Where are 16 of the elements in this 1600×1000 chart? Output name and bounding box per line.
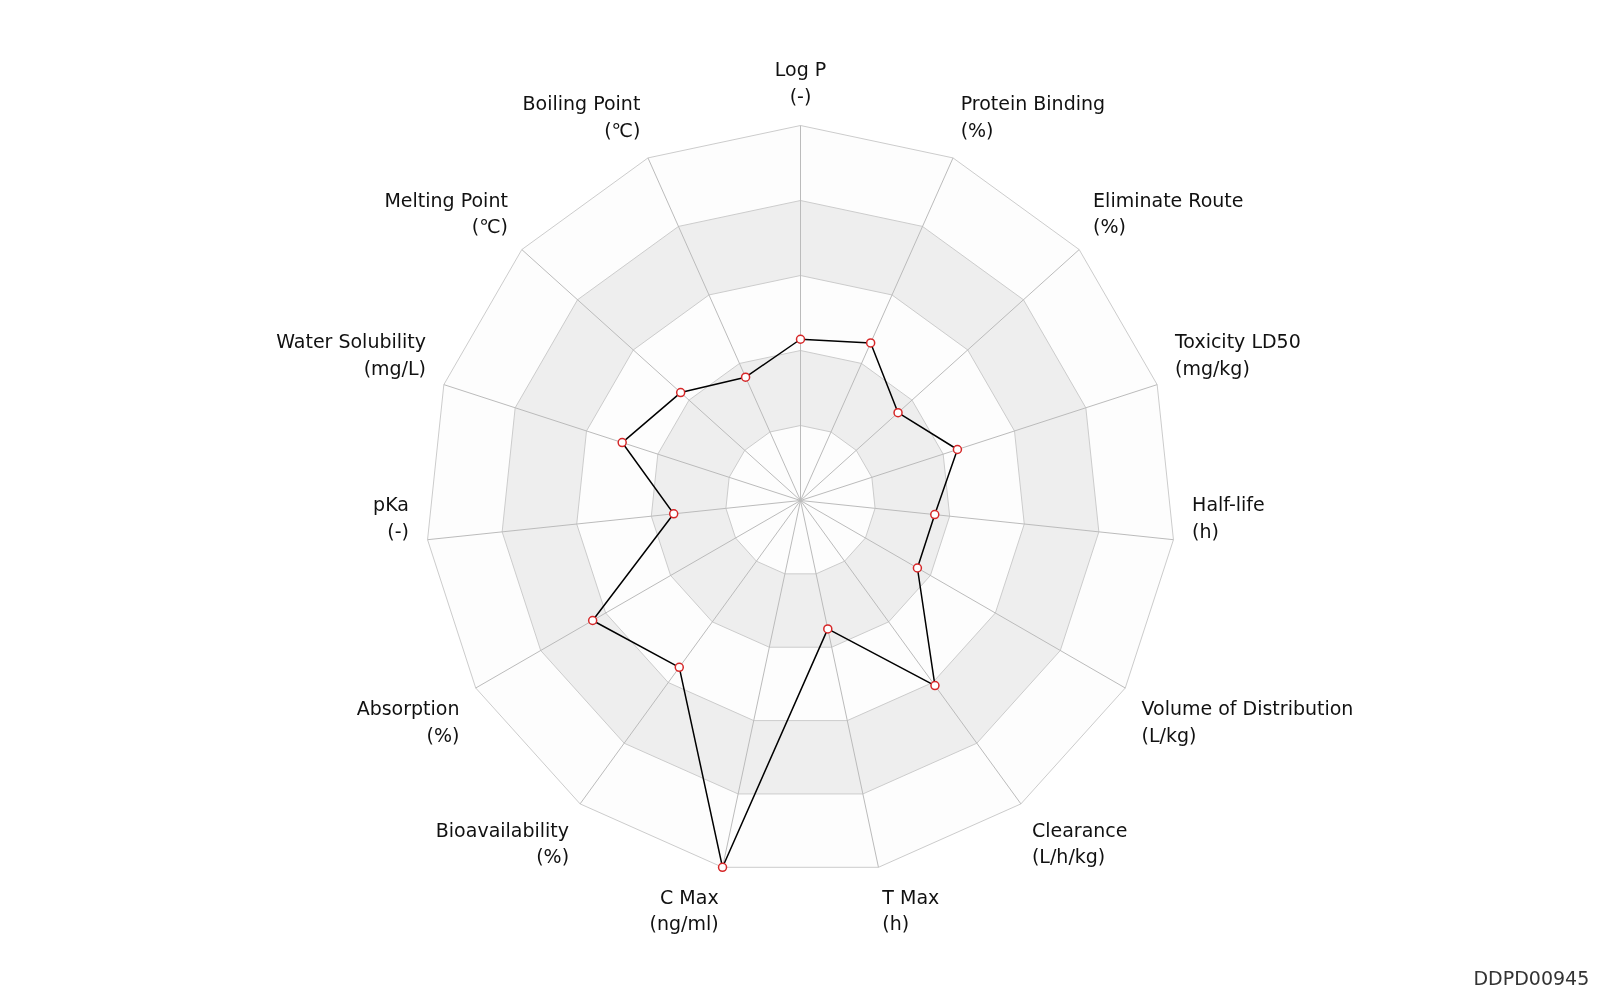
spoke-label: Volume of Distribution (L/kg) (1141, 697, 1354, 746)
spoke-label: Log P (-) (774, 58, 827, 107)
spoke-label: Eliminate Route (%) (1093, 188, 1244, 238)
spoke-label: Toxicity LD50 (mg/kg) (1173, 330, 1301, 379)
spoke-label: Clearance (L/h/kg) (1031, 819, 1128, 868)
spoke-label: T Max (h) (881, 885, 940, 935)
text: DDPD00945 (1473, 967, 1590, 990)
spoke-label: pKa (-) (373, 493, 409, 542)
spoke-label: Melting Point (℃) (384, 188, 508, 238)
spoke-label: Protein Binding (%) (960, 92, 1106, 141)
spoke-label: Bioavailability (%) (435, 819, 570, 868)
spoke-label: C Max (ng/ml) (649, 885, 719, 935)
spoke-label: Absorption (%) (356, 697, 460, 746)
spoke-label: Half-life (h) (1192, 493, 1265, 542)
spoke-label: Boiling Point (℃) (522, 92, 641, 141)
spoke-label: Water Solubility (mg/L) (276, 330, 427, 379)
